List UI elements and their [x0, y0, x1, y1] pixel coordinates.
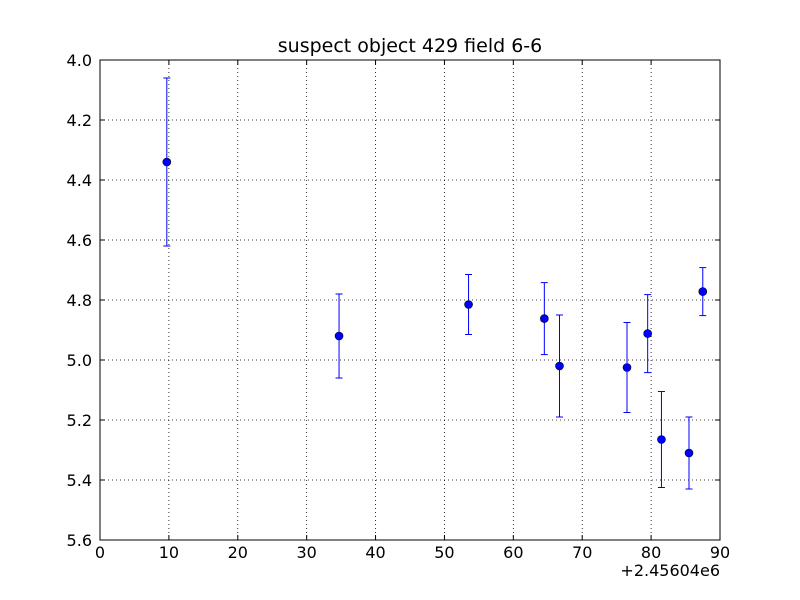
y-tick-label: 4.6 — [67, 231, 92, 250]
y-tick-label: 4.0 — [67, 51, 92, 70]
x-tick-label: 10 — [159, 543, 179, 562]
data-point — [684, 448, 694, 458]
y-tick-label: 5.2 — [67, 411, 92, 430]
y-tick-label: 5.0 — [67, 351, 92, 370]
y-tick-label: 4.4 — [67, 171, 92, 190]
grid — [99, 59, 721, 541]
x-tick-label: 80 — [641, 543, 661, 562]
x-offset-label: +2.45604e6 — [620, 561, 720, 580]
data-point — [555, 361, 564, 371]
y-tick-label: 5.6 — [67, 531, 92, 550]
error-bars — [163, 77, 707, 490]
y-tick-label: 5.4 — [67, 471, 92, 490]
y-tick-label: 4.8 — [67, 291, 92, 310]
x-tick-label: 0 — [95, 543, 105, 562]
x-tick-label: 70 — [572, 543, 592, 562]
data-points — [162, 157, 708, 458]
ticks — [99, 59, 721, 541]
x-tick-label: 20 — [228, 543, 248, 562]
data-point — [334, 331, 344, 341]
x-tick-label: 40 — [365, 543, 385, 562]
x-tick-label: 50 — [434, 543, 454, 562]
x-tick-label: 90 — [710, 543, 730, 562]
data-point — [622, 363, 632, 372]
data-point — [643, 329, 652, 338]
x-tick-labels: 0 10 20 30 40 50 60 70 80 90 — [95, 543, 730, 562]
data-point — [657, 435, 666, 444]
chart-title: suspect object 429 field 6-6 — [278, 35, 543, 57]
data-point — [464, 300, 473, 309]
data-point — [698, 287, 708, 296]
x-tick-label: 30 — [296, 543, 316, 562]
x-tick-label: 60 — [503, 543, 523, 562]
y-tick-label: 4.2 — [67, 111, 92, 130]
y-tick-labels: 4.0 4.2 4.4 4.6 4.8 5.0 5.2 5.4 5.6 — [67, 51, 92, 550]
data-point — [540, 314, 549, 323]
data-point — [162, 157, 172, 167]
